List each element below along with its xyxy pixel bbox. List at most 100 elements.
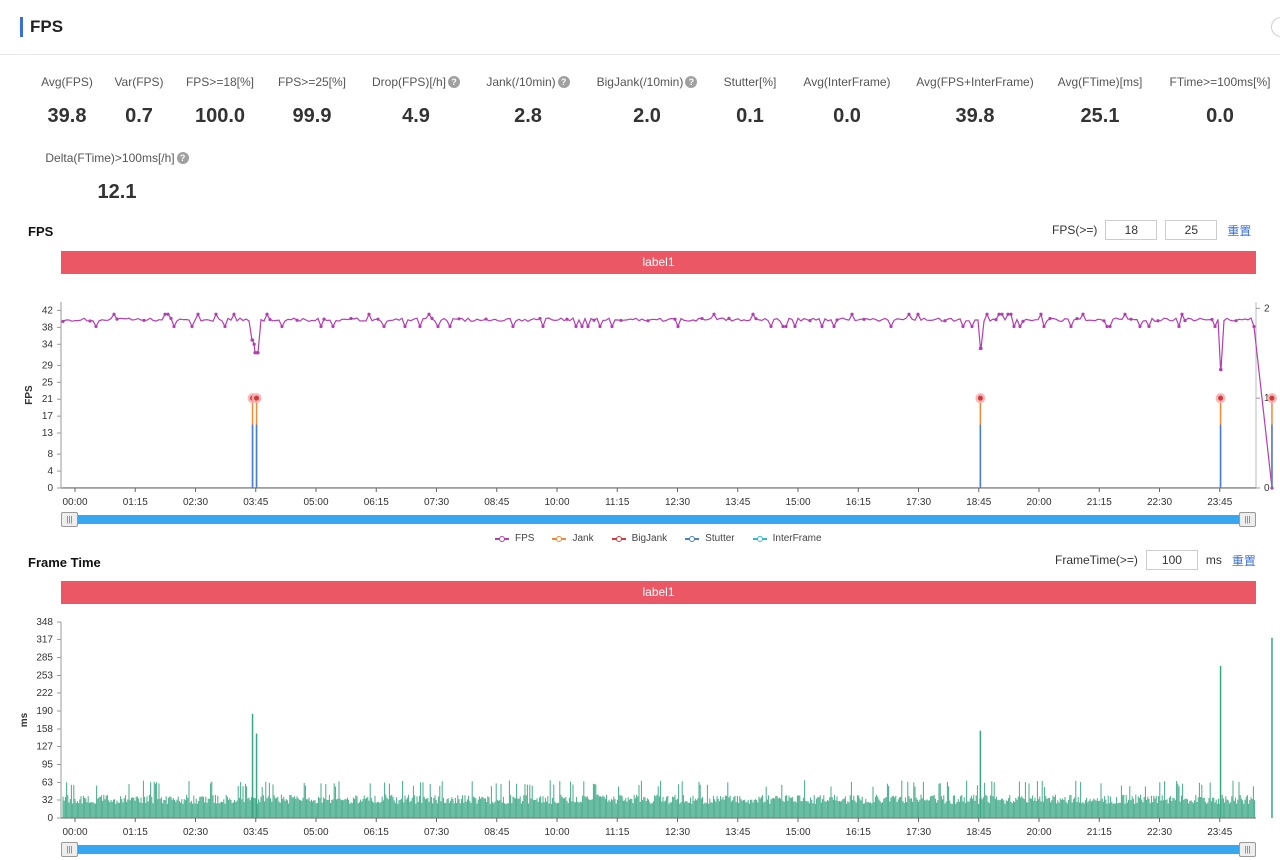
fps-point — [169, 316, 173, 320]
fps-point — [907, 312, 911, 316]
fps-point — [1180, 312, 1184, 316]
fps-point — [538, 316, 542, 321]
fps-x-tick-label: 15:00 — [785, 497, 810, 508]
fps-point — [382, 324, 386, 329]
fps-slider-left-handle[interactable]: ||| — [61, 512, 78, 527]
frametime-x-tick-label: 22:30 — [1147, 827, 1172, 838]
frametime-slider-track[interactable] — [61, 845, 1256, 854]
fps-x-tick-label: 20:00 — [1026, 497, 1051, 508]
metric-value: 2.8 — [514, 105, 542, 127]
legend-item-interframe[interactable]: InterFrame — [752, 533, 822, 544]
fps-x-tick-label: 03:45 — [243, 497, 268, 508]
metric-label-text: Var(FPS) — [114, 75, 164, 89]
fps-point — [403, 324, 407, 329]
jank-event-point[interactable] — [1269, 395, 1275, 401]
metric-card: FPS>=25[%] 99.9 — [232, 73, 392, 127]
fps-point — [1108, 324, 1112, 329]
help-icon[interactable]: ? — [557, 76, 570, 88]
fps-x-tick-label: 16:15 — [846, 497, 871, 508]
fps-point — [295, 318, 299, 322]
legend-item-fps[interactable]: FPS — [495, 533, 534, 544]
fps-range-slider[interactable]: ||| ||| — [61, 512, 1256, 527]
fps-point — [565, 317, 569, 321]
legend-label: InterFrame — [772, 533, 822, 544]
legend-item-bigjank[interactable]: BigJank — [611, 533, 668, 544]
fps-point — [349, 316, 353, 321]
frametime-y-tick-label: 222 — [36, 688, 53, 699]
frametime-x-tick-label: 15:00 — [785, 827, 810, 838]
fps-slider-track[interactable] — [61, 515, 1256, 524]
legend-item-jank[interactable]: Jank — [552, 533, 594, 544]
metric-label: BigJank(/10min)? — [597, 75, 698, 89]
fps-point — [985, 312, 989, 316]
metric-value: 12.1 — [97, 181, 137, 203]
legend-swatch-icon — [552, 535, 567, 542]
fps-point — [979, 346, 983, 351]
frametime-y-tick-label: 285 — [36, 652, 53, 663]
fps-point — [1102, 319, 1106, 323]
fps-point — [484, 317, 488, 321]
metric-label-text: Stutter[%] — [723, 75, 777, 89]
metric-card: Avg(FTime)[ms] 25.1 — [1020, 73, 1180, 127]
fps-point — [1213, 324, 1217, 329]
metric-value: 2.0 — [633, 105, 661, 127]
fps-y-tick-label: 8 — [47, 449, 53, 460]
frametime-label-bar[interactable]: label1 — [61, 581, 1256, 604]
frametime-slider-right-handle[interactable]: ||| — [1239, 842, 1256, 857]
frametime-x-tick-label: 18:45 — [966, 827, 991, 838]
metric-label: Jank(/10min)? — [486, 75, 570, 89]
fps-point — [712, 312, 716, 316]
corner-button[interactable] — [1271, 17, 1280, 37]
fps-x-tick-label: 22:30 — [1147, 497, 1172, 508]
fps-label-bar[interactable]: label1 — [61, 251, 1256, 274]
metric-label: Avg(FPS+InterFrame) — [916, 75, 1033, 89]
fps-point — [511, 324, 515, 329]
fps-point — [793, 324, 797, 329]
legend-label: BigJank — [631, 533, 668, 544]
frametime-threshold-input[interactable] — [1145, 550, 1198, 570]
metric-card: Jank(/10min)? 2.8 — [448, 73, 608, 127]
fps-point — [943, 319, 947, 323]
help-icon[interactable]: ? — [176, 152, 189, 164]
metric-label: FPS>=18[%] — [186, 75, 254, 89]
fps-threshold-low-input[interactable] — [1105, 220, 1158, 240]
frametime-slider-left-handle[interactable]: ||| — [61, 842, 78, 857]
help-icon[interactable]: ? — [448, 76, 460, 88]
legend-item-stutter[interactable]: Stutter — [685, 533, 735, 544]
fps-point — [142, 318, 146, 322]
fps-point — [1234, 319, 1238, 323]
metric-label: Drop(FPS)[/h]? — [372, 75, 460, 89]
fps-point — [1039, 312, 1043, 316]
fps-legend: FPS Jank BigJank Stutter InterFrame — [495, 533, 822, 544]
fps-y-axis-label: FPS — [24, 385, 35, 405]
fps-point — [265, 312, 269, 316]
frametime-x-tick-label: 13:45 — [725, 827, 750, 838]
fps-point — [574, 324, 578, 329]
frametime-y-tick-label: 0 — [47, 813, 53, 824]
metric-label-text: FTime>=100ms[%] — [1169, 75, 1271, 89]
frametime-reset-link[interactable]: 重置 — [1231, 553, 1256, 568]
metric-value: 39.8 — [47, 105, 87, 127]
fps-point — [1069, 324, 1073, 329]
fps-slider-right-handle[interactable]: ||| — [1239, 512, 1256, 527]
help-icon[interactable]: ? — [685, 76, 698, 88]
frametime-y-tick-label: 63 — [42, 778, 54, 789]
fps-reset-link[interactable]: 重置 — [1227, 223, 1252, 238]
fps-point — [214, 312, 218, 316]
metric-label: FTime>=100ms[%] — [1170, 75, 1271, 89]
jank-event-point[interactable] — [977, 395, 983, 401]
metric-label-text: Jank(/10min) — [486, 75, 556, 89]
jank-event-point[interactable] — [254, 395, 260, 401]
fps-threshold-high-input[interactable] — [1165, 220, 1218, 240]
frametime-range-slider[interactable]: ||| ||| — [61, 842, 1256, 857]
fps-point — [769, 324, 773, 329]
metric-label-text: FPS>=25[%] — [277, 75, 347, 89]
fps-point — [331, 324, 335, 329]
fps-chart-title: FPS — [28, 224, 54, 239]
jank-event-point[interactable] — [1218, 395, 1224, 401]
fps-y-tick-label: 42 — [42, 305, 54, 316]
metric-value: 100.0 — [194, 105, 246, 127]
frametime-chart-title: Frame Time — [28, 555, 101, 570]
metric-label-text: Avg(FTime)[ms] — [1057, 75, 1143, 89]
frametime-bars — [62, 780, 1256, 818]
